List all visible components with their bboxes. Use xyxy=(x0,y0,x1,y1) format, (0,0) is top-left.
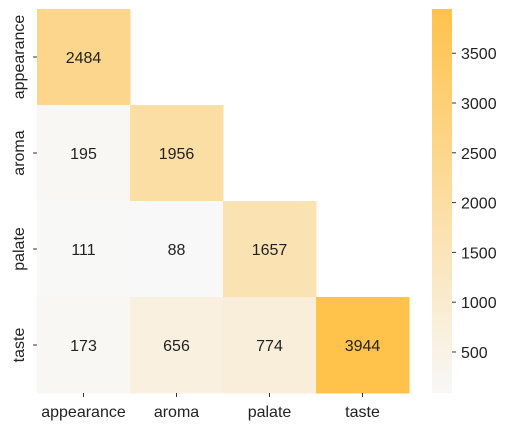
y-tick-label-appearance: appearance xyxy=(11,15,28,100)
heatmap-cell-labels: 2484 195 1956 111 88 1657 173 656 774 3944 xyxy=(66,50,381,355)
cell-value-label: 774 xyxy=(256,338,283,355)
x-tick-label-appearance: appearance xyxy=(41,404,126,421)
cell-value-label: 88 xyxy=(168,242,186,259)
colorbar-tick-label: 500 xyxy=(461,345,488,362)
cell-value-label: 1657 xyxy=(252,242,288,259)
cell-value-label: 656 xyxy=(163,338,190,355)
cell-value-label: 173 xyxy=(70,338,97,355)
heatmap-cell-palate-aroma xyxy=(130,201,224,298)
heatmap-cell-taste-palate xyxy=(223,297,317,394)
cell-value-label: 111 xyxy=(71,242,95,259)
colorbar-tick-label: 2500 xyxy=(461,146,497,163)
y-axis: appearance aroma palate taste xyxy=(11,15,37,363)
heatmap-cell-aroma-appearance xyxy=(37,105,131,202)
y-tick-label-aroma: aroma xyxy=(11,130,28,175)
heatmap-cell-taste-aroma xyxy=(130,297,224,394)
colorbar-tick-label: 3000 xyxy=(461,96,497,113)
x-axis: appearance aroma palate taste xyxy=(41,393,380,421)
colorbar-tick-label: 3500 xyxy=(461,46,497,63)
heatmap-cell-taste-taste xyxy=(316,297,410,394)
cell-value-label: 3944 xyxy=(345,338,381,355)
y-tick-label-palate: palate xyxy=(11,227,28,271)
heatmap-cell-appearance-appearance xyxy=(37,9,131,106)
cell-value-label: 2484 xyxy=(66,50,102,67)
colorbar-tick-label: 2000 xyxy=(461,196,497,213)
heatmap-cell-palate-appearance xyxy=(37,201,131,298)
x-tick-label-aroma: aroma xyxy=(154,404,199,421)
cell-value-label: 1956 xyxy=(159,146,195,163)
heatmap-cells xyxy=(37,9,410,394)
colorbar-gradient xyxy=(432,9,452,393)
colorbar-tick-label: 1500 xyxy=(461,245,497,262)
heatmap-cell-taste-appearance xyxy=(37,297,131,394)
x-tick-label-palate: palate xyxy=(248,404,292,421)
heatmap-cell-aroma-aroma xyxy=(130,105,224,202)
colorbar: 500 1000 1500 2000 2500 3000 3500 xyxy=(432,9,497,393)
y-tick-label-taste: taste xyxy=(11,328,28,363)
x-tick-label-taste: taste xyxy=(345,404,380,421)
cell-value-label: 195 xyxy=(70,146,97,163)
colorbar-tick-label: 1000 xyxy=(461,295,497,312)
heatmap-cell-palate-palate xyxy=(223,201,317,298)
